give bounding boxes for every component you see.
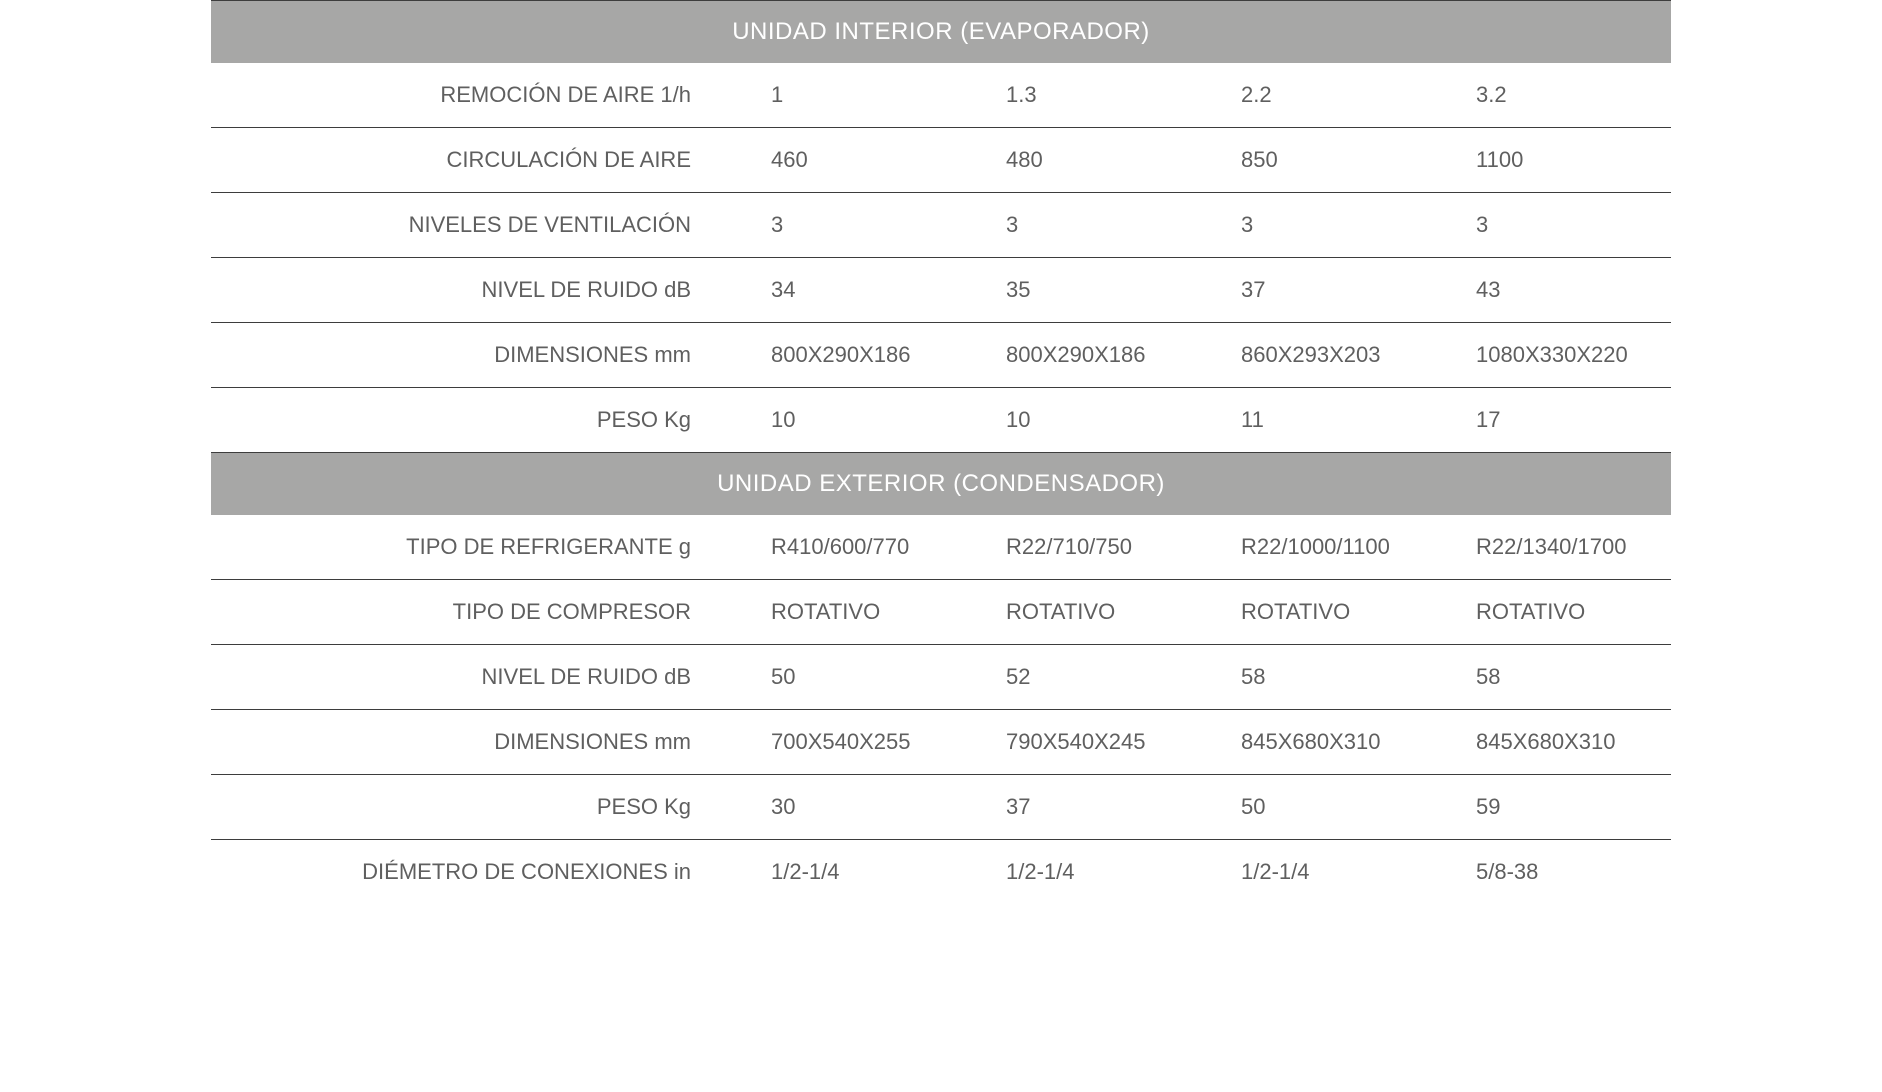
table-row: TIPO DE REFRIGERANTE g R410/600/770 R22/… — [211, 515, 1671, 580]
row-value: 50 — [731, 664, 966, 690]
row-value: 790X540X245 — [966, 729, 1201, 755]
row-value: 17 — [1436, 407, 1671, 433]
row-label: NIVELES DE VENTILACIÓN — [211, 212, 731, 238]
row-value: 10 — [966, 407, 1201, 433]
spec-table: UNIDAD INTERIOR (EVAPORADOR) REMOCIÓN DE… — [211, 0, 1671, 904]
table-row: NIVEL DE RUIDO dB 34 35 37 43 — [211, 258, 1671, 323]
table-row: DIÉMETRO DE CONEXIONES in 1/2-1/4 1/2-1/… — [211, 840, 1671, 904]
row-value: 480 — [966, 147, 1201, 173]
row-value: 35 — [966, 277, 1201, 303]
row-value: 5/8-38 — [1436, 859, 1671, 885]
row-label: DIÉMETRO DE CONEXIONES in — [211, 859, 731, 885]
row-value: ROTATIVO — [1201, 599, 1436, 625]
row-label: TIPO DE REFRIGERANTE g — [211, 534, 731, 560]
row-value: 860X293X203 — [1201, 342, 1436, 368]
table-row: NIVELES DE VENTILACIÓN 3 3 3 3 — [211, 193, 1671, 258]
section-header-interior: UNIDAD INTERIOR (EVAPORADOR) — [211, 0, 1671, 63]
row-value: ROTATIVO — [1436, 599, 1671, 625]
row-label: REMOCIÓN DE AIRE 1/h — [211, 82, 731, 108]
row-value: 58 — [1201, 664, 1436, 690]
row-value: 845X680X310 — [1436, 729, 1671, 755]
row-label: CIRCULACIÓN DE AIRE — [211, 147, 731, 173]
row-label: DIMENSIONES mm — [211, 342, 731, 368]
table-row: PESO Kg 30 37 50 59 — [211, 775, 1671, 840]
row-value: 50 — [1201, 794, 1436, 820]
row-value: R22/1340/1700 — [1436, 534, 1671, 560]
table-row: REMOCIÓN DE AIRE 1/h 1 1.3 2.2 3.2 — [211, 63, 1671, 128]
row-value: 1100 — [1436, 147, 1671, 173]
row-value: 43 — [1436, 277, 1671, 303]
row-label: PESO Kg — [211, 794, 731, 820]
row-value: R22/710/750 — [966, 534, 1201, 560]
row-label: TIPO DE COMPRESOR — [211, 599, 731, 625]
row-value: 800X290X186 — [966, 342, 1201, 368]
table-row: CIRCULACIÓN DE AIRE 460 480 850 1100 — [211, 128, 1671, 193]
row-value: 700X540X255 — [731, 729, 966, 755]
row-value: 37 — [966, 794, 1201, 820]
row-value: 3 — [1201, 212, 1436, 238]
row-value: 10 — [731, 407, 966, 433]
row-value: 3 — [731, 212, 966, 238]
row-value: R22/1000/1100 — [1201, 534, 1436, 560]
row-value: 3 — [966, 212, 1201, 238]
row-label: PESO Kg — [211, 407, 731, 433]
row-value: 1.3 — [966, 82, 1201, 108]
row-value: 37 — [1201, 277, 1436, 303]
row-value: 30 — [731, 794, 966, 820]
table-row: PESO Kg 10 10 11 17 — [211, 388, 1671, 452]
row-value: 1/2-1/4 — [1201, 859, 1436, 885]
row-value: 59 — [1436, 794, 1671, 820]
row-value: 34 — [731, 277, 966, 303]
row-value: 460 — [731, 147, 966, 173]
table-row: NIVEL DE RUIDO dB 50 52 58 58 — [211, 645, 1671, 710]
row-value: 1/2-1/4 — [731, 859, 966, 885]
row-value: 1/2-1/4 — [966, 859, 1201, 885]
row-value: 3 — [1436, 212, 1671, 238]
row-value: 800X290X186 — [731, 342, 966, 368]
row-label: NIVEL DE RUIDO dB — [211, 277, 731, 303]
row-value: 850 — [1201, 147, 1436, 173]
row-value: 1080X330X220 — [1436, 342, 1671, 368]
row-value: 845X680X310 — [1201, 729, 1436, 755]
row-value: R410/600/770 — [731, 534, 966, 560]
row-label: NIVEL DE RUIDO dB — [211, 664, 731, 690]
row-value: 2.2 — [1201, 82, 1436, 108]
section-header-exterior: UNIDAD EXTERIOR (CONDENSADOR) — [211, 452, 1671, 515]
row-value: 1 — [731, 82, 966, 108]
table-row: DIMENSIONES mm 800X290X186 800X290X186 8… — [211, 323, 1671, 388]
row-value: 11 — [1201, 407, 1436, 433]
row-value: 52 — [966, 664, 1201, 690]
table-row: TIPO DE COMPRESOR ROTATIVO ROTATIVO ROTA… — [211, 580, 1671, 645]
row-value: ROTATIVO — [966, 599, 1201, 625]
row-value: 3.2 — [1436, 82, 1671, 108]
row-value: 58 — [1436, 664, 1671, 690]
row-label: DIMENSIONES mm — [211, 729, 731, 755]
table-row: DIMENSIONES mm 700X540X255 790X540X245 8… — [211, 710, 1671, 775]
row-value: ROTATIVO — [731, 599, 966, 625]
